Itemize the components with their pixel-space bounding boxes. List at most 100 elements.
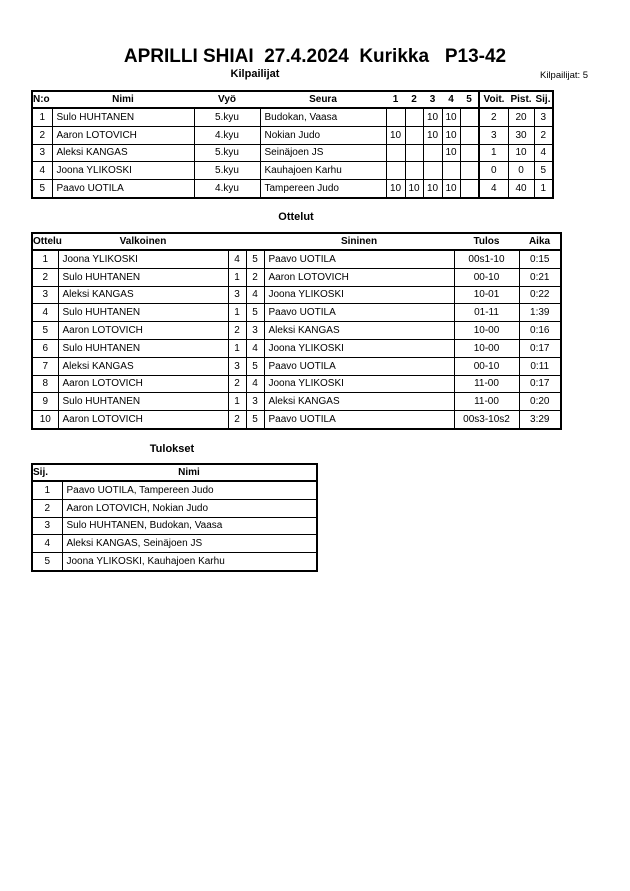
column-header: Sininen	[264, 233, 454, 251]
table-cell: Kauhajoen Karhu	[259, 161, 387, 181]
table-cell: 20	[507, 107, 535, 127]
table-cell: 0:17	[518, 374, 562, 394]
table-cell: 3:29	[518, 410, 562, 430]
table-cell: 0	[478, 161, 509, 181]
table-cell: 1:39	[518, 303, 562, 323]
table-cell: 10	[441, 143, 461, 163]
table-cell: Aleksi KANGAS	[51, 143, 195, 163]
table-cell: 3	[227, 356, 247, 376]
table-cell: 3	[245, 392, 265, 412]
table-cell: 40	[507, 179, 535, 199]
table-cell: 10	[422, 125, 443, 145]
table-row: 4 Sulo HUHTANEN 1 5 Paavo UOTILA 01-11 1:39	[31, 303, 562, 323]
table-cell	[422, 143, 443, 163]
table-cell: 5	[31, 321, 59, 340]
table-cell: Paavo UOTILA	[263, 303, 455, 323]
table-row: 2 Sulo HUHTANEN 1 2 Aaron LOTOVICH 00-10 0:21	[31, 267, 562, 287]
table-cell: 4.kyu	[193, 125, 261, 145]
table-row: 3 Aleksi KANGAS 5.kyu Seinäjoen JS 10 1 10 4	[31, 143, 554, 163]
table-cell: 6	[31, 338, 59, 358]
table-cell: 3	[31, 285, 59, 305]
table-cell: 4	[227, 249, 247, 269]
table-row: 1 Paavo UOTILA, Tampereen Judo	[31, 480, 318, 500]
table-cell: 4	[31, 161, 53, 181]
table-cell: 2	[478, 107, 509, 127]
matches-table: Ottelu Valkoinen Sininen Tulos Aika 1 Joona YL…	[31, 232, 562, 430]
competitors-table: N:o Nimi Vyö Seura 1 2 3 4 5 Voit. Pist. Sij. 1 Sulo …	[31, 90, 554, 199]
table-cell: 5	[31, 179, 53, 199]
table-cell: 01-11	[453, 303, 520, 323]
column-header: Nimi	[62, 464, 317, 482]
table-cell: 00s1-10	[453, 249, 520, 269]
table-cell: 1	[31, 249, 59, 269]
table-cell: 2	[227, 374, 247, 394]
table-cell: 4	[533, 143, 554, 163]
table-cell: 5.kyu	[193, 107, 261, 127]
table-cell: Joona YLIKOSKI, Kauhajoen Karhu	[61, 552, 318, 572]
table-cell: 8	[31, 374, 59, 394]
table-cell: Joona YLIKOSKI	[51, 161, 195, 181]
table-cell: Seinäjoen JS	[259, 143, 387, 163]
table-cell: Sulo HUHTANEN	[57, 392, 229, 412]
table-cell: 11-00	[453, 392, 520, 412]
table-row: 8 Aaron LOTOVICH 2 4 Joona YLIKOSKI 11-00 0:17	[31, 374, 562, 394]
table-cell: 10-01	[453, 285, 520, 305]
table-row: 6 Sulo HUHTANEN 1 4 Joona YLIKOSKI 10-00 0:17	[31, 338, 562, 358]
table-cell	[459, 143, 480, 163]
table-cell: 10-00	[453, 321, 520, 340]
column-header: Tulos	[454, 233, 519, 251]
column-header: Sij.	[32, 464, 62, 482]
table-row: 7 Aleksi KANGAS 3 5 Paavo UOTILA 00-10 0:11	[31, 356, 562, 376]
table-cell: Sulo HUHTANEN	[51, 107, 195, 127]
table-cell	[385, 143, 406, 163]
table-cell: 00-10	[453, 356, 520, 376]
table-cell: Aaron LOTOVICH	[51, 125, 195, 145]
table-cell	[459, 125, 480, 145]
column-header: Valkoinen	[58, 233, 228, 251]
column-header: N:o	[32, 91, 52, 109]
table-cell: Paavo UOTILA	[263, 410, 455, 430]
table-cell: 2	[227, 321, 247, 340]
column-header: Nimi	[52, 91, 194, 109]
table-cell: 0:20	[518, 392, 562, 412]
table-cell: 1	[227, 338, 247, 358]
table-cell: 3	[478, 125, 509, 145]
table-cell: 0:17	[518, 338, 562, 358]
table-cell: 2	[31, 125, 53, 145]
table-row: 9 Sulo HUHTANEN 1 3 Aleksi KANGAS 11-00 0:20	[31, 392, 562, 412]
table-cell: 2	[533, 125, 554, 145]
table-cell: 3	[31, 516, 63, 536]
table-row: 1 Sulo HUHTANEN 5.kyu Budokan, Vaasa 10 10 2 20…	[31, 107, 554, 127]
table-row: 5 Joona YLIKOSKI, Kauhajoen Karhu	[31, 552, 318, 572]
matches-heading: Ottelut	[278, 211, 314, 223]
column-header: Aika	[519, 233, 561, 251]
table-cell	[385, 107, 406, 127]
table-cell: 10	[441, 179, 461, 199]
column-header	[228, 233, 246, 251]
table-cell	[459, 107, 480, 127]
competitors-heading: Kilpailijat	[230, 68, 280, 80]
table-cell: 0:15	[518, 249, 562, 269]
table-cell: 3	[227, 285, 247, 305]
column-header	[246, 233, 264, 251]
table-cell: 11-00	[453, 374, 520, 394]
table-cell: 4	[31, 534, 63, 554]
table-cell: Aleksi KANGAS	[57, 285, 229, 305]
table-cell	[404, 107, 424, 127]
table-cell: 0:22	[518, 285, 562, 305]
column-header: Ottelu	[32, 233, 62, 251]
table-cell: Aleksi KANGAS	[263, 392, 455, 412]
table-cell: 0:16	[518, 321, 562, 340]
table-cell	[459, 179, 480, 199]
table-cell: 10	[385, 125, 406, 145]
table-cell: 00-10	[453, 267, 520, 287]
page-title: APRILLI SHIAI 27.4.2024 Kurikka P13-42	[123, 46, 507, 67]
column-header: 5	[460, 91, 479, 109]
table-cell: 9	[31, 392, 59, 412]
column-header: 4	[442, 91, 460, 109]
column-header: Seura	[260, 91, 386, 109]
table-cell: 4	[245, 374, 265, 394]
table-cell: Paavo UOTILA	[51, 179, 195, 199]
table-cell: 30	[507, 125, 535, 145]
table-cell: Aaron LOTOVICH	[57, 410, 229, 430]
